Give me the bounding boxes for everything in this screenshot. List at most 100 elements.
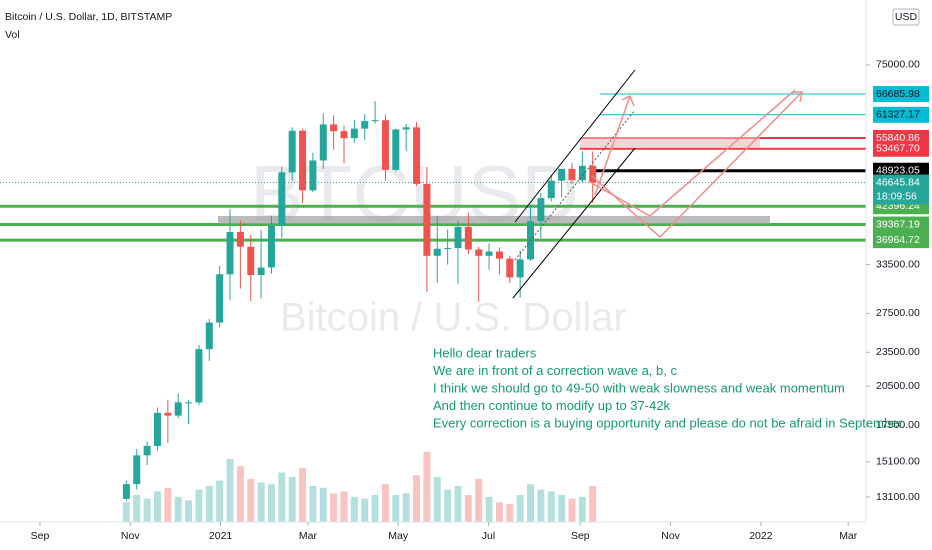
y-tick-label: 27500.00 — [876, 307, 920, 319]
candle-body — [392, 129, 400, 170]
candle-body — [413, 127, 421, 184]
volume-bar — [340, 491, 348, 522]
candle-body — [506, 258, 514, 278]
x-tick-label: Sep — [31, 530, 50, 542]
candle-body — [216, 274, 224, 323]
gray-zone — [218, 216, 770, 224]
volume-bar — [495, 502, 503, 522]
candles — [122, 101, 597, 522]
x-tick-label: Sep — [571, 530, 590, 542]
candle-body — [485, 251, 493, 256]
volume-bar — [589, 486, 597, 522]
volume-bar — [278, 472, 286, 522]
volume-bar — [485, 496, 493, 522]
volume-bar — [299, 468, 307, 522]
candle-body — [185, 402, 193, 404]
level-label-box — [873, 216, 929, 233]
volume-bar — [547, 491, 555, 522]
candle-body — [423, 183, 431, 256]
volume-bar — [381, 484, 389, 522]
volume-bar — [433, 477, 441, 522]
current-price-label: 46645.84 — [876, 176, 920, 188]
level-label: 39367.19 — [876, 218, 920, 230]
volume-bar — [122, 502, 130, 522]
note-line: Hello dear traders — [433, 345, 537, 360]
current-price-box — [873, 174, 929, 205]
volume-bar — [527, 484, 535, 522]
chart-title: Bitcoin / U.S. Dollar, 1D, BITSTAMP — [5, 11, 172, 23]
volume-bar — [288, 477, 296, 522]
x-tick-label: Nov — [661, 530, 680, 542]
volume-bar — [537, 489, 545, 522]
level-label-box — [873, 232, 929, 249]
volume-bar — [506, 504, 514, 522]
volume-bar — [516, 495, 524, 522]
volume-bar — [257, 482, 265, 522]
volume-bar — [133, 495, 141, 522]
candle-body — [558, 168, 566, 181]
volume-bar — [205, 486, 213, 522]
candle-body — [444, 248, 452, 250]
volume-bar — [558, 495, 566, 522]
candle-body — [350, 128, 358, 139]
candle-body — [402, 127, 410, 130]
candle-body — [381, 120, 389, 170]
y-tick-label: 75000.00 — [876, 59, 920, 71]
volume-bar — [267, 484, 275, 522]
candle-body — [454, 226, 462, 249]
candle-body — [319, 124, 327, 161]
volume-bar — [423, 451, 431, 522]
note-line: Every correction is a buying opportunity… — [433, 415, 903, 430]
currency-box[interactable] — [892, 8, 920, 26]
candle-body — [464, 226, 472, 250]
volume-bar — [568, 498, 576, 522]
candle-body — [133, 455, 141, 485]
candle-body — [205, 322, 213, 350]
resistance-zone — [580, 137, 760, 148]
note-line: And then continue to modify up to 37-42k — [433, 398, 671, 413]
volume-bar — [464, 495, 472, 522]
x-tick-label: May — [388, 530, 409, 542]
level-label: 66685.98 — [876, 88, 920, 100]
candle-body — [361, 121, 369, 129]
level-label-box — [873, 140, 929, 157]
candle-body — [278, 172, 286, 226]
candle-body — [174, 402, 182, 416]
level-label-box — [873, 106, 929, 123]
volume-bar — [247, 478, 255, 522]
y-tick-label: 13100.00 — [876, 491, 920, 503]
currency[interactable]: USD — [895, 11, 918, 23]
volume-bar — [454, 486, 462, 522]
candle-body — [589, 165, 597, 183]
candle-body — [195, 349, 203, 403]
volume-bar — [153, 491, 161, 522]
volume-bar — [330, 493, 338, 522]
candle-body — [495, 251, 503, 259]
volume-bar — [392, 495, 400, 522]
x-tick-label: 2022 — [749, 530, 773, 542]
candle-body — [330, 124, 338, 132]
level-label: 53467.70 — [876, 143, 920, 155]
candle-body — [257, 267, 265, 276]
x-tick-label: Mar — [839, 530, 858, 542]
volume-bar — [143, 498, 151, 522]
volume-bar — [475, 478, 483, 522]
countdown: 18:09:56 — [876, 190, 917, 202]
volume-bar — [236, 466, 244, 522]
candle-body — [299, 130, 307, 191]
candle-body — [433, 248, 441, 256]
volume-bar — [402, 493, 410, 522]
level-label: 36964.72 — [876, 234, 920, 246]
candle-body — [247, 246, 255, 276]
x-tick-label: Mar — [299, 530, 318, 542]
y-tick-label: 33500.00 — [876, 258, 920, 270]
volume-bar — [195, 489, 203, 522]
candle-body — [122, 484, 130, 499]
candle-body — [143, 445, 151, 456]
volume-bar — [371, 495, 379, 522]
candle-body — [340, 131, 348, 139]
volume-bar — [164, 487, 172, 522]
candle-body — [236, 232, 244, 247]
x-tick-label: 2021 — [209, 530, 233, 542]
